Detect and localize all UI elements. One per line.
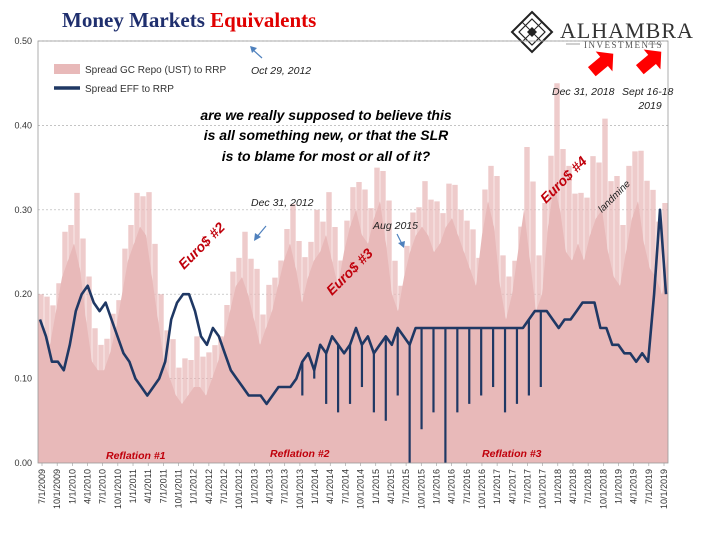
x-tick-label: 4/1/2012: [204, 469, 214, 504]
x-tick-label: 10/1/2013: [295, 469, 305, 509]
x-tick-label: 1/1/2010: [67, 469, 77, 504]
plot-border: [37, 40, 669, 464]
diamond-lattice-icon: [510, 10, 554, 54]
x-axis: 7/1/2009 10/1/2009 1/1/2010 4/1/2010 7/1/201…: [37, 463, 669, 509]
x-tick-label: 1/1/2019: [613, 469, 623, 504]
annotation-reflation1: Reflation #1: [106, 450, 166, 462]
red-arrow-dec-2018-icon: [587, 51, 614, 77]
y-tick-label: 0.10: [14, 374, 32, 384]
x-tick-label: 1/1/2011: [128, 469, 138, 503]
x-tick-label: 7/1/2012: [219, 469, 229, 504]
x-tick-label: 1/1/2012: [189, 469, 199, 504]
annotation-oct-2012: Oct 29, 2012: [251, 65, 311, 77]
x-tick-label: 10/1/2019: [659, 469, 669, 509]
annotation-sep-2019-line2: 2019: [637, 100, 662, 112]
x-tick-label: 4/1/2014: [325, 469, 335, 504]
y-axis: 0.00 0.10 0.20 0.30 0.40 0.50: [14, 36, 32, 468]
x-tick-label: 7/1/2009: [37, 469, 47, 504]
annotation-aug-2015: Aug 2015: [372, 220, 418, 232]
chart-title: Money Markets Equivalents: [62, 8, 316, 32]
x-tick-label: 10/1/2015: [416, 469, 426, 509]
arrow-oct-2012: [250, 46, 263, 59]
x-tick-label: 10/1/2017: [538, 469, 548, 509]
x-tick-label: 4/1/2017: [507, 469, 517, 504]
alhambra-logo: ALHAMBRA INVESTMENTS: [510, 10, 694, 54]
x-tick-label: 7/1/2011: [158, 469, 168, 503]
red-arrow-sep-2019-icon: [635, 49, 662, 75]
x-tick-label: 1/1/2018: [553, 469, 563, 504]
x-tick-label: 10/1/2018: [598, 469, 608, 509]
area-swatch-icon: [54, 64, 80, 74]
arrow-dec-2012: [254, 225, 267, 241]
x-tick-label: 1/1/2014: [310, 469, 320, 504]
annotation-dec-2018: Dec 31, 2018: [552, 86, 615, 98]
x-tick-label: 7/1/2010: [98, 469, 108, 504]
x-tick-label: 4/1/2010: [83, 469, 93, 504]
x-tick-label: 4/1/2018: [568, 469, 578, 504]
x-tick-label: 4/1/2013: [265, 469, 275, 504]
x-tick-label: 4/1/2015: [386, 469, 396, 504]
annotation-sep-2019-line1: Sept 16-18: [622, 86, 674, 98]
y-tick-label: 0.50: [14, 36, 32, 46]
x-tick-label: 10/1/2012: [234, 469, 244, 509]
x-tick-label: 7/1/2017: [522, 469, 532, 504]
x-tick-label: 10/1/2016: [477, 469, 487, 509]
legend-label-gc-repo: Spread GC Repo (UST) to RRP: [85, 65, 226, 76]
gc-repo-area-series: [38, 83, 668, 463]
eff-line-series: [38, 208, 668, 463]
x-tick-label: 7/1/2019: [644, 469, 654, 504]
quote-line-1: are we really supposed to believe this: [200, 107, 452, 123]
x-tick-label: 1/1/2013: [249, 469, 259, 504]
x-tick-label: 1/1/2016: [431, 469, 441, 504]
x-tick-label: 10/1/2011: [174, 469, 184, 508]
y-tick-label: 0.40: [14, 120, 32, 130]
logo-sub: INVESTMENTS: [584, 40, 663, 50]
quote-line-3: is to blame for most or all of it?: [222, 148, 431, 164]
x-tick-label: 10/1/2009: [52, 469, 62, 509]
x-tick-label: 4/1/2019: [629, 469, 639, 504]
x-tick-label: 4/1/2016: [447, 469, 457, 504]
x-tick-label: 1/1/2017: [492, 469, 502, 504]
annotation-reflation3: Reflation #3: [482, 448, 542, 460]
eff-line: [38, 208, 668, 406]
x-tick-label: 10/1/2010: [113, 469, 123, 509]
x-tick-label: 1/1/2015: [371, 469, 381, 504]
arrow-aug-2015: [396, 233, 405, 248]
quote-line-2: is all something new, or that the SLR: [204, 127, 449, 143]
x-tick-label: 7/1/2018: [583, 469, 593, 504]
annotation-dec-2012: Dec 31, 2012: [251, 197, 314, 209]
x-tick-label: 7/1/2015: [401, 469, 411, 504]
annotation-reflation2: Reflation #2: [270, 448, 330, 460]
logo-name: ALHAMBRA: [560, 18, 694, 43]
annotation-euro2: Euro$ #2: [175, 219, 228, 272]
legend: Spread GC Repo (UST) to RRP Spread EFF t…: [54, 64, 226, 95]
y-tick-label: 0.30: [14, 205, 32, 215]
quote-annotation: are we really supposed to believe this i…: [200, 107, 452, 164]
legend-label-eff: Spread EFF to RRP: [85, 84, 174, 95]
y-tick-label: 0.20: [14, 289, 32, 299]
y-tick-label: 0.00: [14, 458, 32, 468]
x-tick-label: 7/1/2013: [280, 469, 290, 504]
x-tick-label: 10/1/2014: [356, 469, 366, 509]
chart-title-part2: Equivalents: [210, 8, 316, 32]
x-tick-label: 4/1/2011: [143, 469, 153, 503]
x-tick-label: 7/1/2016: [462, 469, 472, 504]
x-tick-label: 7/1/2014: [340, 469, 350, 504]
chart-title-part1: Money Markets: [62, 8, 210, 32]
